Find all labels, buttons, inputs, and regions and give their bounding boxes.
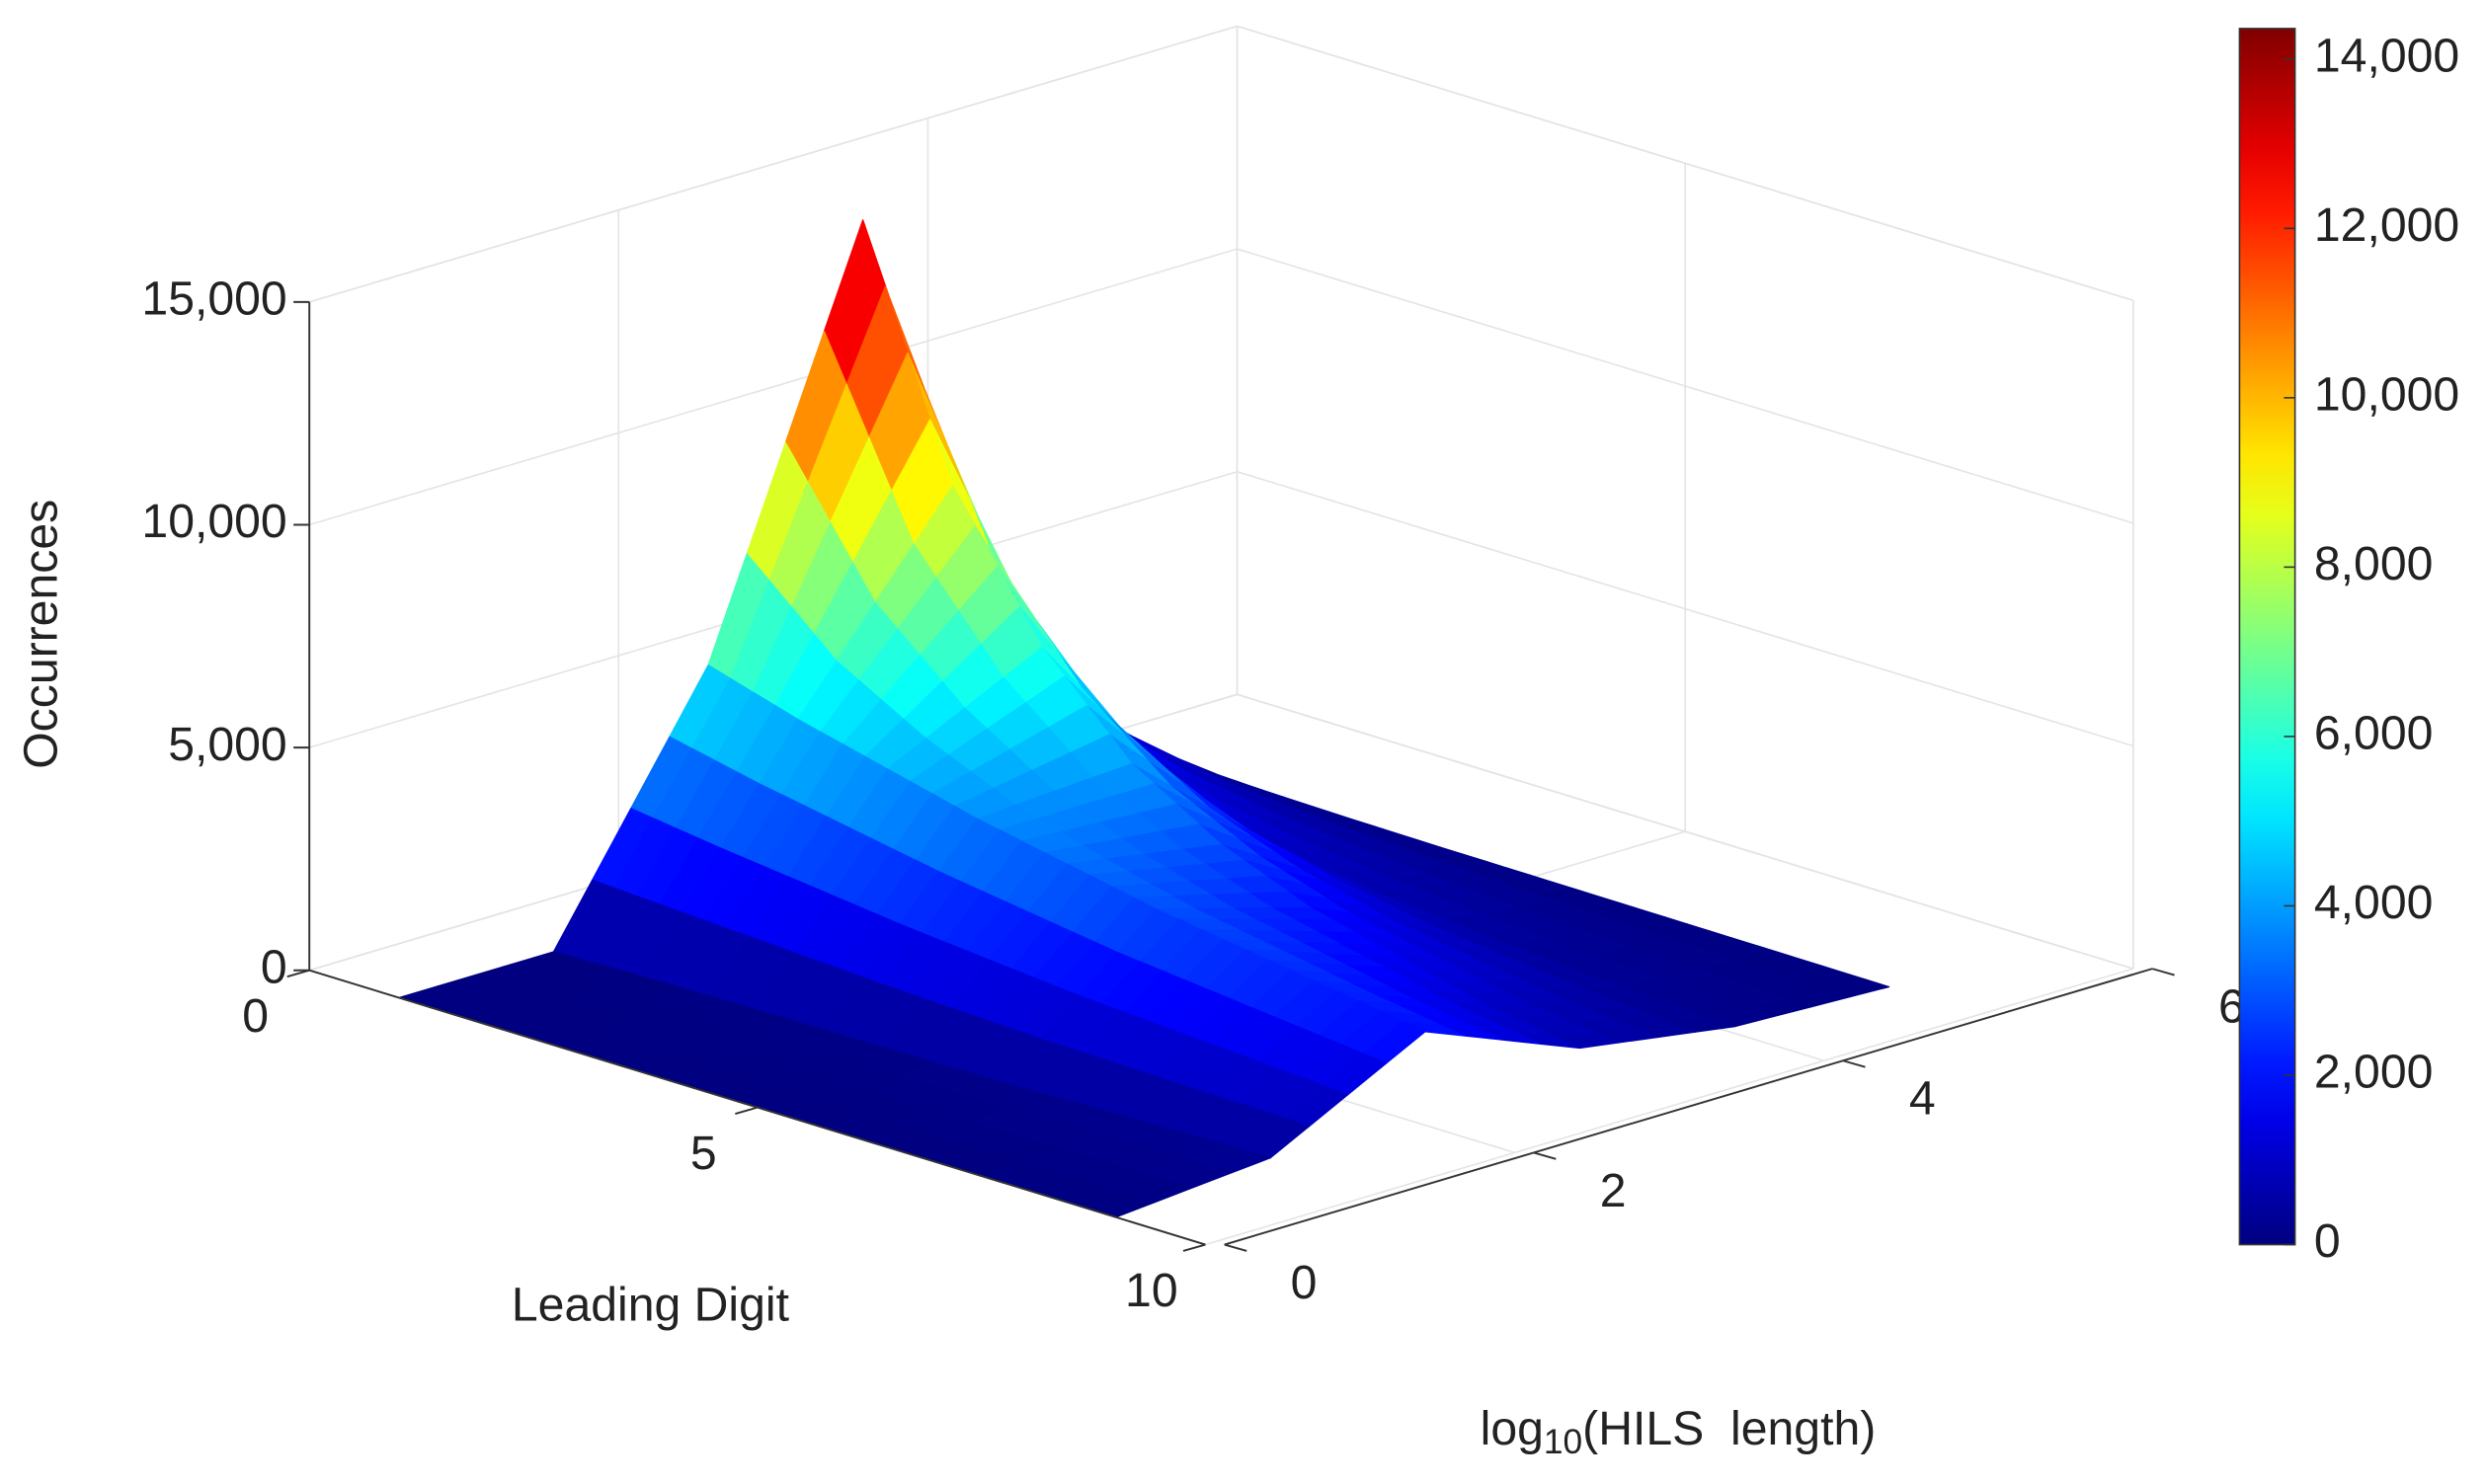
colorbar	[2238, 28, 2296, 1246]
y-tick-label: 2	[1600, 1164, 1627, 1217]
grid-line	[1237, 693, 2134, 970]
surface	[398, 219, 1890, 1218]
grid-line	[308, 25, 1238, 303]
colorbar-tick-label: 0	[2314, 1214, 2341, 1268]
colorbar-tick-label: 4,000	[2314, 876, 2434, 929]
colorbar-tick-label: 8,000	[2314, 537, 2434, 590]
colorbar-tick-label: 2,000	[2314, 1046, 2434, 1099]
x-axis-label: Leading Digit	[512, 1278, 790, 1331]
x-tick	[735, 1106, 759, 1115]
z-tick-label: 15,000	[141, 273, 286, 326]
y-axis	[1224, 968, 2153, 1246]
x-tick-label: 10	[1125, 1264, 1178, 1317]
z-axis-label: Occurrences	[15, 500, 68, 769]
z-tick-label: 0	[261, 940, 287, 993]
colorbar-tick-label: 14,000	[2314, 29, 2459, 82]
z-tick-label: 5,000	[168, 718, 287, 771]
y-label-part: (HILS length)	[1582, 1402, 1876, 1455]
y-tick-label: 4	[1909, 1072, 1936, 1126]
colorbar-tick-label: 10,000	[2314, 368, 2459, 422]
grid-line	[308, 248, 1238, 526]
z-tick-label: 10,000	[141, 495, 286, 548]
y-tick	[1842, 1059, 1866, 1068]
x-tick-label: 5	[690, 1127, 717, 1180]
colorbar-tick-label: 12,000	[2314, 198, 2459, 252]
x-tick-label: 0	[242, 989, 269, 1043]
y-label-part: log	[1481, 1402, 1544, 1455]
y-tick	[1533, 1151, 1557, 1160]
x-tick	[286, 969, 310, 978]
y-tick	[1224, 1243, 1247, 1252]
y-tick	[2151, 968, 2175, 976]
colorbar-tick-label: 6,000	[2314, 707, 2434, 760]
y-label-subscript: 10	[1544, 1423, 1582, 1461]
x-tick	[1182, 1243, 1206, 1252]
y-tick-label: 0	[1291, 1256, 1318, 1309]
y-axis-label: log10(HILS length)	[1481, 1402, 1877, 1461]
grid-line	[1205, 968, 2134, 1246]
